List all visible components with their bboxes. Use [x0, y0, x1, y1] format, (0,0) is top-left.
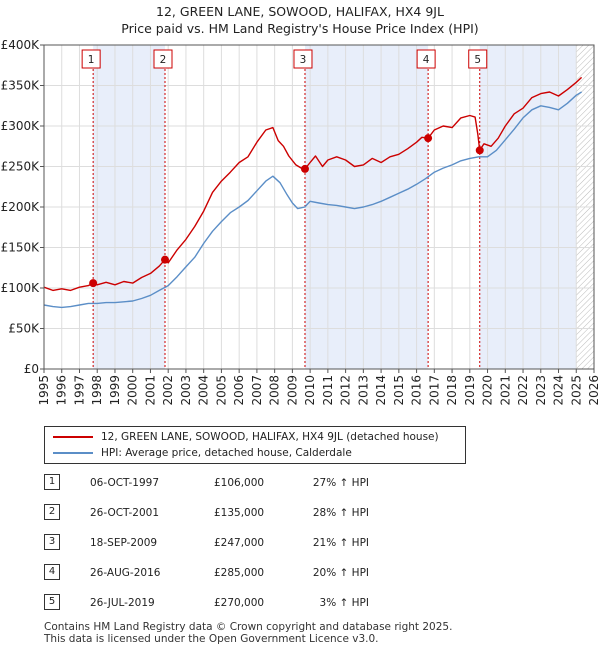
x-tick-label: 1996 [55, 375, 69, 406]
sale-number-box [416, 49, 436, 69]
property-price-line [43, 76, 583, 292]
row-number: 1 [44, 474, 60, 490]
row-number: 2 [44, 504, 60, 520]
table-row: 4 26-AUG-2016 £285,000 20% ↑ HPI [44, 564, 464, 582]
sale-marker [300, 164, 309, 173]
title-line-2: Price paid vs. HM Land Registry's House … [121, 21, 479, 36]
y-tick-label: £250K [1, 160, 41, 174]
sale-number-label: 5 [474, 54, 481, 66]
row-price: £285,000 [214, 567, 265, 579]
sale-number-box [468, 49, 488, 69]
sale-number-label: 1 [88, 54, 95, 66]
x-tick-label: 2016 [410, 375, 424, 406]
x-tick-label: 2017 [427, 375, 441, 406]
x-tick-label: 2009 [285, 375, 299, 406]
footer-copyright: Contains HM Land Registry data © Crown c… [44, 621, 453, 633]
sale-marker [424, 134, 433, 143]
x-tick-label: 2011 [321, 375, 335, 406]
x-tick-label: 2004 [197, 375, 211, 406]
row-hpi: 27% ↑ HPI [312, 477, 369, 489]
row-number: 4 [44, 564, 60, 580]
row-date: 26-JUL-2019 [90, 597, 155, 609]
table-row: 1 06-OCT-1997 £106,000 27% ↑ HPI [44, 474, 464, 492]
x-tick-label: 2014 [374, 375, 388, 406]
sale-number-label: 3 [300, 54, 307, 66]
row-price: £270,000 [214, 597, 265, 609]
chart-title: 12, GREEN LANE, SOWOOD, HALIFAX, HX4 9JL… [0, 3, 600, 37]
x-tick-label: 1999 [108, 375, 122, 406]
sale-marker [475, 146, 484, 155]
row-hpi: 3% ↑ HPI [319, 597, 369, 609]
y-tick-label: £0 [24, 362, 39, 376]
x-tick-label: 2008 [268, 375, 282, 406]
x-tick-label: 2020 [481, 375, 495, 406]
x-tick-label: 2022 [516, 375, 530, 406]
row-price: £247,000 [214, 537, 265, 549]
y-tick-label: £150K [1, 241, 41, 255]
price-chart: 1 2 3 4 5 £0 £50K £100K £150K £200K £250K £300K £35… [1, 38, 600, 406]
footer-licence: This data is licensed under the Open Gov… [44, 633, 379, 645]
x-tick-label: 2002 [161, 375, 175, 406]
x-tick-label: 2007 [250, 375, 264, 406]
x-tick-label: 2019 [463, 375, 477, 406]
row-date: 06-OCT-1997 [90, 477, 159, 489]
x-tick-label: 2000 [126, 375, 140, 406]
row-price: £135,000 [214, 507, 265, 519]
x-tick-label: 2005 [214, 375, 228, 406]
x-tick-label: 2013 [356, 375, 370, 406]
x-tick-label: 2015 [392, 375, 406, 406]
legend-swatch-property [53, 436, 93, 438]
y-tick-label: £50K [8, 322, 40, 336]
y-tick-label: £100K [1, 281, 41, 295]
y-tick-label: £400K [1, 38, 41, 52]
x-tick-label: 2010 [303, 375, 317, 406]
x-tick-label: 1997 [72, 375, 86, 406]
legend: 12, GREEN LANE, SOWOOD, HALIFAX, HX4 9JL… [44, 426, 466, 464]
table-row: 3 18-SEP-2009 £247,000 21% ↑ HPI [44, 534, 464, 552]
y-tick-label: £350K [1, 79, 41, 93]
row-number: 3 [44, 534, 60, 550]
sale-number-box [81, 49, 101, 69]
sale-number-box [293, 49, 313, 69]
legend-label-hpi: HPI: Average price, detached house, Cald… [101, 447, 352, 459]
table-row: 5 26-JUL-2019 £270,000 3% ↑ HPI [44, 594, 464, 612]
x-tick-label: 2021 [498, 375, 512, 406]
title-line-1: 12, GREEN LANE, SOWOOD, HALIFAX, HX4 9JL [156, 4, 444, 19]
row-hpi: 20% ↑ HPI [312, 567, 369, 579]
row-date: 26-OCT-2001 [90, 507, 159, 519]
row-date: 26-AUG-2016 [90, 567, 161, 579]
footer: Contains HM Land Registry data © Crown c… [44, 621, 452, 645]
x-tick-label: 2012 [339, 375, 353, 406]
sale-number-label: 2 [160, 54, 167, 66]
sale-marker [161, 255, 169, 264]
x-tick-label: 1995 [37, 375, 51, 406]
x-tick-label: 2006 [232, 375, 246, 406]
x-tick-label: 1998 [90, 375, 104, 406]
row-price: £106,000 [214, 477, 265, 489]
x-tick-label: 2001 [143, 375, 157, 406]
row-number: 5 [44, 594, 60, 610]
sale-number-label: 4 [423, 54, 430, 66]
y-tick-label: £200K [1, 200, 41, 214]
x-tick-label: 2003 [179, 375, 193, 406]
x-tick-label: 2018 [445, 375, 459, 406]
y-tick-label: £300K [1, 119, 41, 133]
legend-swatch-hpi [53, 452, 93, 454]
x-tick-label: 2025 [569, 375, 583, 406]
sale-marker [89, 279, 98, 288]
sale-number-box [153, 49, 173, 69]
x-tick-label: 2024 [552, 375, 566, 406]
x-tick-label: 2023 [534, 375, 548, 406]
x-tick-label: 2026 [587, 375, 600, 406]
legend-label-property: 12, GREEN LANE, SOWOOD, HALIFAX, HX4 9JL… [101, 431, 439, 443]
table-row: 2 26-OCT-2001 £135,000 28% ↑ HPI [44, 504, 464, 522]
row-date: 18-SEP-2009 [90, 537, 158, 549]
row-hpi: 28% ↑ HPI [312, 507, 369, 519]
row-hpi: 21% ↑ HPI [312, 537, 369, 549]
hpi-line [43, 91, 582, 309]
